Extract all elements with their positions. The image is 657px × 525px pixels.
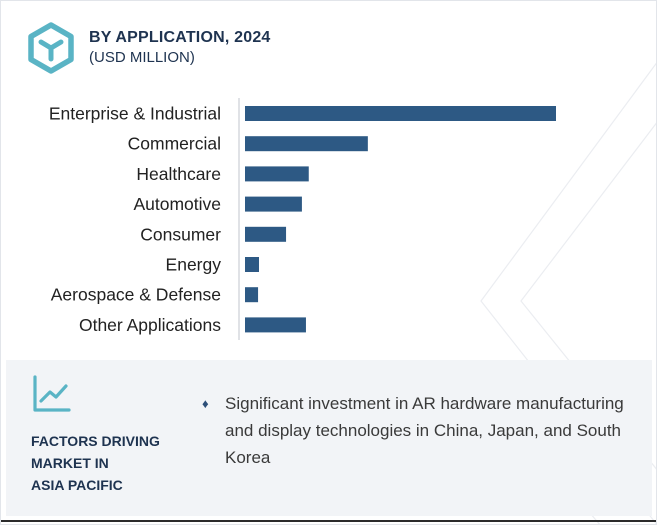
category-label: Automotive [133,194,221,214]
chart-subtitle: (USD MILLION) [89,49,195,66]
category-label: Commercial [128,134,221,154]
category-label: Other Applications [79,315,221,335]
factors-heading-line: MARKET IN [31,455,109,471]
factors-heading: FACTORS DRIVING MARKET IN ASIA PACIFIC [31,430,191,496]
bottom-rule [1,520,656,522]
chart-header: BY APPLICATION, 2024 (USD MILLION) [27,21,271,75]
trend-chart-icon [33,375,71,412]
bar [245,106,556,121]
bar [245,317,306,333]
category-label: Consumer [140,224,221,244]
factors-heading-line: FACTORS DRIVING [31,433,160,449]
factor-text: Significant investment in AR hardware ma… [225,394,624,467]
category-label: Energy [166,255,222,275]
bar [245,196,302,212]
diamond-bullet-icon: ♦ [202,396,209,411]
chart-title: BY APPLICATION, 2024 [89,29,271,46]
bar [245,287,259,303]
bar [245,136,368,152]
bar-chart: Enterprise & Industrial Commercial Healthc… [49,98,556,340]
category-label: Healthcare [136,164,221,184]
category-label: Aerospace & Defense [51,285,221,305]
bar [245,166,309,182]
bar [245,226,287,242]
factors-heading-line: ASIA PACIFIC [31,477,123,493]
factors-panel: FACTORS DRIVING MARKET IN ASIA PACIFIC ♦… [6,360,652,516]
category-label: Enterprise & Industrial [49,104,221,124]
bar [245,257,259,272]
cube-logo-icon [28,22,74,74]
